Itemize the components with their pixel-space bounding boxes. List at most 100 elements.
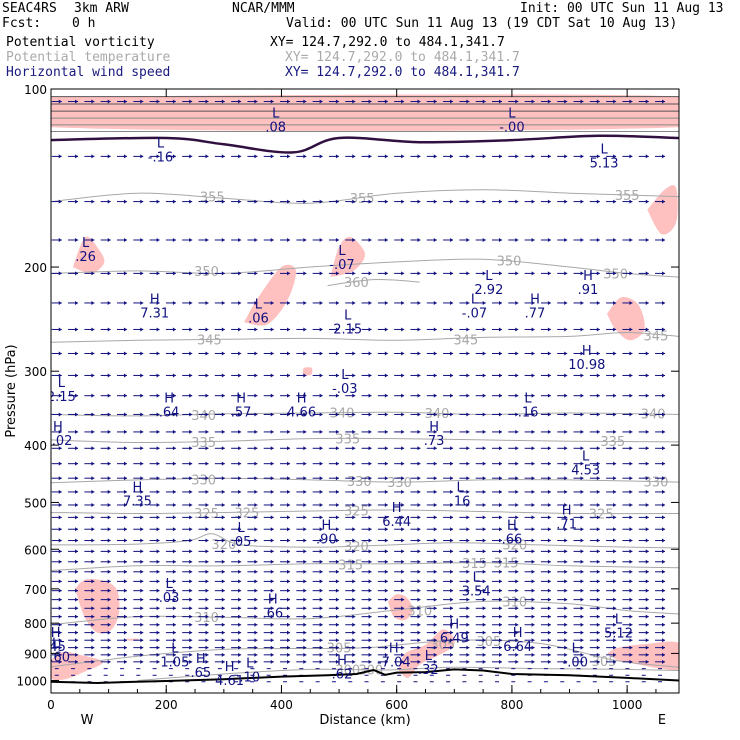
- wind-arrow: [589, 606, 600, 611]
- wind-arrow: [377, 515, 388, 520]
- wind-arrow: [328, 393, 339, 398]
- extremum-value: 4.61: [215, 674, 244, 689]
- wind-head: [580, 351, 584, 356]
- wind-head: [401, 569, 405, 574]
- wind-arrow: [214, 622, 225, 627]
- wind-head: [189, 300, 193, 305]
- wind-head: [580, 476, 584, 481]
- wind-arrow: [459, 559, 470, 564]
- wind-arrow: [557, 614, 568, 619]
- wind-arrow: [84, 199, 95, 204]
- wind-head: [189, 606, 193, 611]
- wind-arrow: [231, 652, 242, 657]
- extremum-value: 5.12: [604, 626, 633, 641]
- wind-arrow: [149, 614, 160, 619]
- wind-arrow: [116, 630, 127, 635]
- wind-arrow: [182, 300, 193, 305]
- wind-arrow: [231, 645, 242, 650]
- wind-arrow: [443, 549, 454, 554]
- wind-arrow: [280, 515, 291, 520]
- wind-arrow: [280, 652, 291, 657]
- wind-head: [221, 659, 225, 664]
- wind-head: [140, 237, 144, 242]
- wind-arrow: [377, 579, 388, 584]
- wind-arrow: [508, 630, 519, 635]
- wind-head: [303, 614, 307, 619]
- wind-arrow: [100, 351, 111, 356]
- wind-arrow: [655, 351, 666, 356]
- wind-head: [91, 476, 95, 481]
- wind-head: [613, 327, 617, 332]
- wind-arrow: [165, 412, 176, 417]
- wind-head: [221, 476, 225, 481]
- wind-head: [238, 489, 242, 494]
- pv-extremum-L: L.26: [75, 236, 96, 265]
- wind-arrow: [655, 622, 666, 627]
- wind-arrow: [622, 645, 633, 650]
- wind-head: [368, 393, 372, 398]
- wind-arrow: [426, 393, 437, 398]
- wind-head: [547, 476, 551, 481]
- wind-arrow: [410, 99, 421, 104]
- wind-arrow: [524, 446, 535, 451]
- wind-head: [662, 412, 666, 417]
- wind-arrow: [214, 549, 225, 554]
- wind-arrow: [491, 630, 502, 635]
- extremum-value: .91: [578, 283, 599, 298]
- wind-arrow: [296, 327, 307, 332]
- wind-arrow: [133, 659, 144, 664]
- wind-arrow: [247, 502, 258, 507]
- wind-arrow: [606, 99, 617, 104]
- pv-extremum-L: L-.07: [462, 292, 487, 321]
- wind-arrow: [312, 622, 323, 627]
- wind-head: [58, 237, 62, 242]
- wind-arrow: [410, 538, 421, 543]
- wind-head: [450, 638, 454, 643]
- wind-arrow: [51, 271, 62, 276]
- wind-arrow: [345, 588, 356, 593]
- wind-arrow: [606, 614, 617, 619]
- wind-head: [580, 538, 584, 543]
- wind-arrow: [589, 588, 600, 593]
- wind-head: [172, 549, 176, 554]
- wind-head: [466, 300, 470, 305]
- wind-head: [123, 515, 127, 520]
- wind-arrow: [182, 446, 193, 451]
- wind-head: [384, 99, 388, 104]
- wind-head: [645, 614, 649, 619]
- wind-head: [107, 393, 111, 398]
- wind-arrow: [231, 237, 242, 242]
- wind-arrow: [459, 199, 470, 204]
- wind-arrow: [361, 300, 372, 305]
- wind-arrow: [149, 645, 160, 650]
- wind-head: [107, 271, 111, 276]
- wind-arrow: [116, 446, 127, 451]
- wind-head: [401, 515, 405, 520]
- extremum-letter: H: [236, 392, 246, 407]
- wind-head: [189, 199, 193, 204]
- wind-arrow: [198, 300, 209, 305]
- wind-head: [433, 630, 437, 635]
- wind-head: [58, 99, 62, 104]
- wind-arrow: [296, 300, 307, 305]
- wind-arrow: [459, 476, 470, 481]
- wind-arrow: [524, 199, 535, 204]
- wind-head: [303, 154, 307, 159]
- wind-arrow: [655, 300, 666, 305]
- wind-arrow: [394, 271, 405, 276]
- wind-head: [645, 630, 649, 635]
- wind-arrow: [508, 99, 519, 104]
- wind-head: [596, 489, 600, 494]
- wind-head: [645, 154, 649, 159]
- wind-head: [564, 489, 568, 494]
- wind-head: [156, 373, 160, 378]
- extremum-value: .57: [231, 406, 252, 421]
- wind-arrow: [540, 373, 551, 378]
- wind-head: [58, 579, 62, 584]
- wind-arrow: [655, 476, 666, 481]
- wind-head: [401, 597, 405, 602]
- wind-head: [531, 645, 535, 650]
- wind-arrow: [475, 237, 486, 242]
- wind-arrow: [100, 237, 111, 242]
- wind-arrow: [524, 606, 535, 611]
